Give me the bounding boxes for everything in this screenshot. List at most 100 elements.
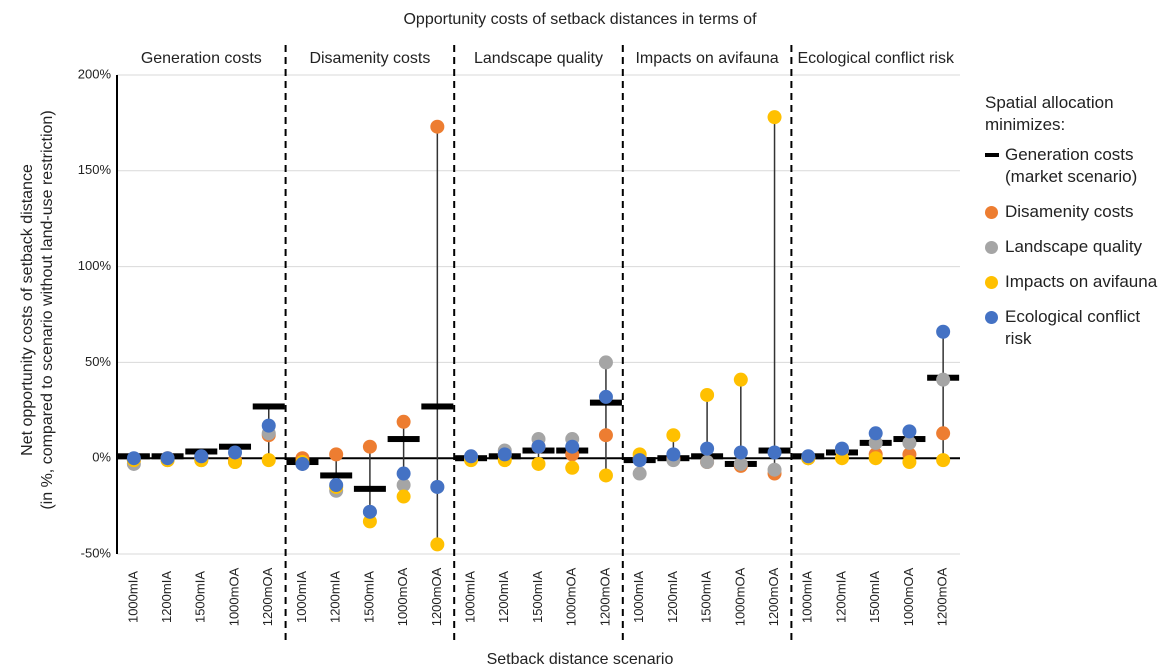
panel-title: Generation costs [141, 50, 262, 67]
dot [228, 455, 243, 470]
x-tick-label: 1200mIA [496, 571, 511, 623]
dot [261, 418, 276, 433]
x-tick-label: 1000mOA [901, 567, 916, 626]
x-tick-label: 1000mIA [462, 571, 477, 623]
y-tick-label: 50% [85, 354, 111, 369]
legend-label: Generation costs (market scenario) [1005, 145, 1138, 186]
x-tick-label: 1200mOA [766, 567, 781, 626]
x-tick-label: 1000mOA [732, 567, 747, 626]
dot [700, 441, 715, 456]
x-tick-label: 1200mOA [597, 567, 612, 626]
dot [598, 428, 613, 443]
dot [396, 414, 411, 429]
dot [329, 478, 344, 493]
dot [228, 445, 243, 460]
dot [767, 445, 782, 460]
legend-label: Impacts on avifauna [1005, 272, 1158, 291]
x-tick-label: 1500mIA [699, 571, 714, 623]
x-tick-label: 1500mIA [361, 571, 376, 623]
dot [700, 455, 715, 470]
x-tick-label: 1500mIA [530, 571, 545, 623]
dot [329, 447, 344, 462]
dot [834, 441, 849, 456]
dot [936, 372, 951, 387]
y-axis-label: (in %, compared to scenario without land… [39, 110, 56, 509]
dot [531, 456, 546, 471]
legend-item: Generation costs (market scenario) [985, 144, 1163, 188]
x-tick-label: 1200mIA [833, 571, 848, 623]
legend-item: Landscape quality [985, 236, 1163, 258]
x-tick-label: 1000mIA [294, 571, 309, 623]
dot [497, 447, 512, 462]
legend-label: Landscape quality [1005, 237, 1143, 256]
panel-title: Disamenity costs [309, 50, 430, 67]
dash-marker [320, 472, 353, 479]
dot [565, 460, 580, 475]
dot [295, 456, 310, 471]
dot [801, 449, 816, 464]
dot [868, 451, 883, 466]
legend-label: Disamenity costs [1005, 202, 1134, 221]
x-tick-label: 1200mIA [159, 571, 174, 623]
dot [767, 462, 782, 477]
dot [733, 445, 748, 460]
dash-marker [387, 436, 420, 443]
dot [666, 428, 681, 443]
y-tick-label: 100% [78, 258, 112, 273]
dot [598, 389, 613, 404]
legend: Spatial allocation minimizes: Generation… [985, 92, 1163, 363]
legend-title: Spatial allocation minimizes: [985, 93, 1114, 134]
dot [632, 466, 647, 481]
dot [733, 456, 748, 471]
x-tick-label: 1000mIA [800, 571, 815, 623]
dot [666, 447, 681, 462]
dot [598, 468, 613, 483]
dot [430, 479, 445, 494]
dot [868, 426, 883, 441]
dot [936, 324, 951, 339]
dot [767, 110, 782, 125]
y-axis-label: Net opportunity costs of setback distanc… [19, 164, 36, 456]
y-tick-label: 150% [78, 162, 112, 177]
dot [464, 449, 479, 464]
dash-marker [353, 485, 386, 492]
dot [396, 466, 411, 481]
dot [430, 537, 445, 552]
x-tick-label: 1200mOA [935, 567, 950, 626]
dash-marker [421, 403, 454, 410]
dot [362, 504, 377, 519]
dot [936, 426, 951, 441]
x-tick-label: 1000mOA [395, 567, 410, 626]
dot [362, 439, 377, 454]
dot [902, 424, 917, 439]
x-tick-label: 1200mIA [665, 571, 680, 623]
dot [902, 455, 917, 470]
dot [632, 453, 647, 468]
x-tick-label: 1500mIA [193, 571, 208, 623]
y-tick-label: -50% [81, 545, 112, 560]
dot [902, 435, 917, 450]
legend-swatch [985, 311, 998, 324]
dot [396, 478, 411, 493]
y-tick-label: 0% [92, 450, 111, 465]
x-tick-label: 1200mOA [429, 567, 444, 626]
legend-label: Ecological conflict risk [1005, 307, 1141, 348]
dot [531, 439, 546, 454]
legend-item: Ecological conflict risk [985, 306, 1163, 350]
legend-item: Disamenity costs [985, 201, 1163, 223]
y-tick-label: 200% [78, 66, 112, 81]
dot [396, 489, 411, 504]
dot [261, 453, 276, 468]
dot [160, 451, 175, 466]
panel-title: Ecological conflict risk [797, 50, 955, 67]
dot [362, 514, 377, 529]
x-tick-label: 1200mIA [328, 571, 343, 623]
legend-item: Impacts on avifauna [985, 271, 1163, 293]
chart-title: Opportunity costs of setback distances i… [403, 11, 757, 28]
legend-swatch [985, 276, 998, 289]
x-axis-label: Setback distance scenario [487, 651, 674, 668]
legend-swatch [985, 206, 998, 219]
legend-swatch [985, 153, 999, 157]
